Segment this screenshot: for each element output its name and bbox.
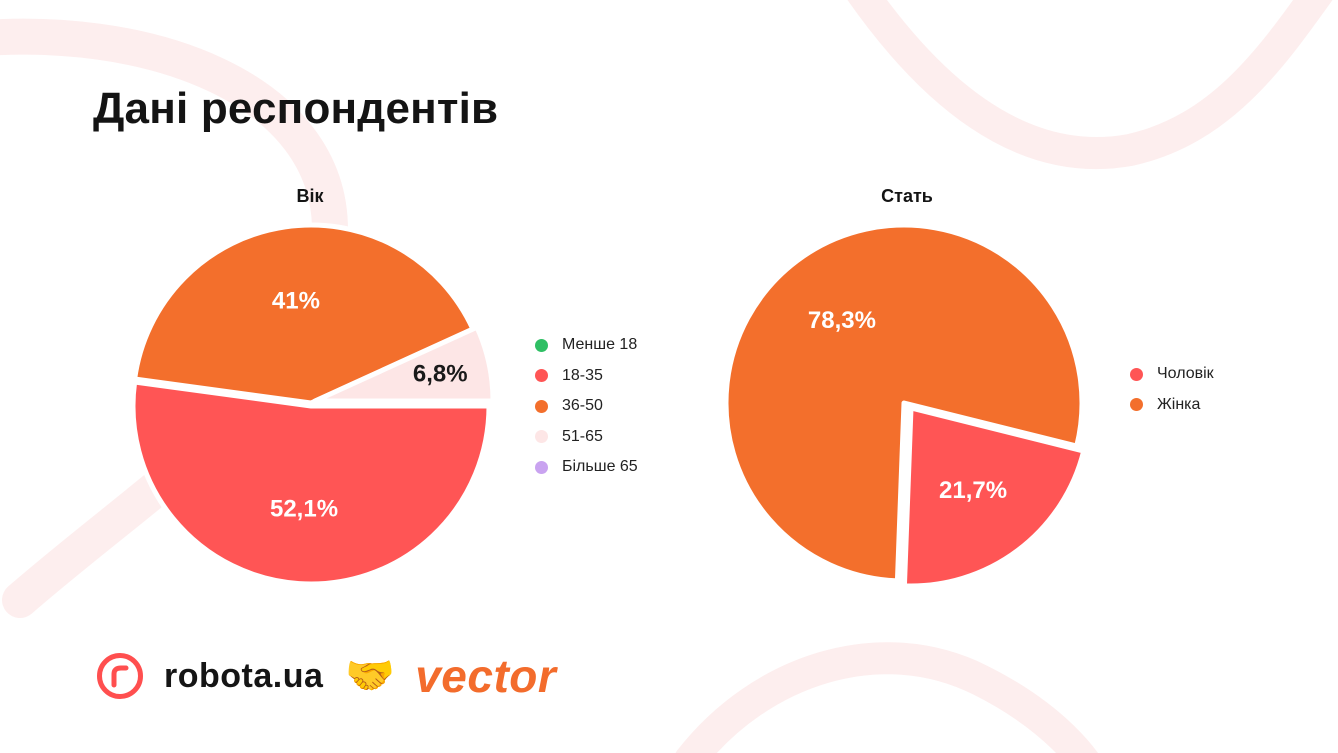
legend-swatch <box>1130 398 1143 412</box>
page-title: Дані респондентів <box>93 84 499 133</box>
age-legend: Менше 18 18-35 36-50 51-65 Більше 65 <box>535 330 638 483</box>
handshake-icon: 🤝 <box>345 654 396 698</box>
legend-label: 51-65 <box>562 427 603 445</box>
pie-slice-51-65 <box>312 324 496 404</box>
pie-label-51-65: 6,8% <box>413 360 468 387</box>
legend-item: 51-65 <box>535 422 638 453</box>
legend-label: Чоловік <box>1157 365 1214 383</box>
legend-item: 18-35 <box>535 361 638 392</box>
vector-brand-text: vector <box>415 650 557 702</box>
legend-item: Менше 18 <box>535 330 638 361</box>
pie-slice-36-50 <box>132 222 476 406</box>
gender-chart-title: Стать <box>881 186 933 206</box>
legend-item: 36-50 <box>535 391 638 422</box>
pie-label-Чоловік: 21,7% <box>939 477 1007 504</box>
legend-item: Чоловік <box>1130 359 1214 390</box>
legend-label: Більше 65 <box>562 458 638 476</box>
pie-slice-Жінка <box>723 222 1085 584</box>
robota-brand-text: robota.ua <box>164 656 324 695</box>
pie-label-36-50: 41% <box>272 287 320 314</box>
robota-logo-icon <box>97 653 143 699</box>
gender-legend: Чоловік Жінка <box>1130 359 1214 420</box>
legend-swatch <box>535 460 548 474</box>
legend-label: Менше 18 <box>562 336 638 354</box>
age-pie-chart: 52,1% 41% 6,8% <box>130 222 496 587</box>
footer-logos: robota.ua 🤝 vector <box>96 648 556 704</box>
pie-slice-18-35 <box>130 379 492 587</box>
age-chart-title: Вік <box>296 186 324 206</box>
legend-label: 18-35 <box>562 366 603 384</box>
gender-pie-chart: 21,7% 78,3% <box>723 222 1087 589</box>
legend-swatch <box>535 430 548 444</box>
pie-label-18-35: 52,1% <box>270 496 338 523</box>
legend-item: Більше 65 <box>535 452 638 483</box>
legend-swatch <box>535 369 548 383</box>
legend-swatch <box>535 399 548 413</box>
legend-swatch <box>535 338 548 352</box>
legend-swatch <box>1130 367 1143 381</box>
legend-label: 36-50 <box>562 397 603 415</box>
legend-label: Жінка <box>1157 395 1201 413</box>
pie-label-Жінка: 78,3% <box>808 307 876 334</box>
legend-item: Жінка <box>1130 390 1214 421</box>
pie-slice-Чоловік <box>901 405 1087 589</box>
